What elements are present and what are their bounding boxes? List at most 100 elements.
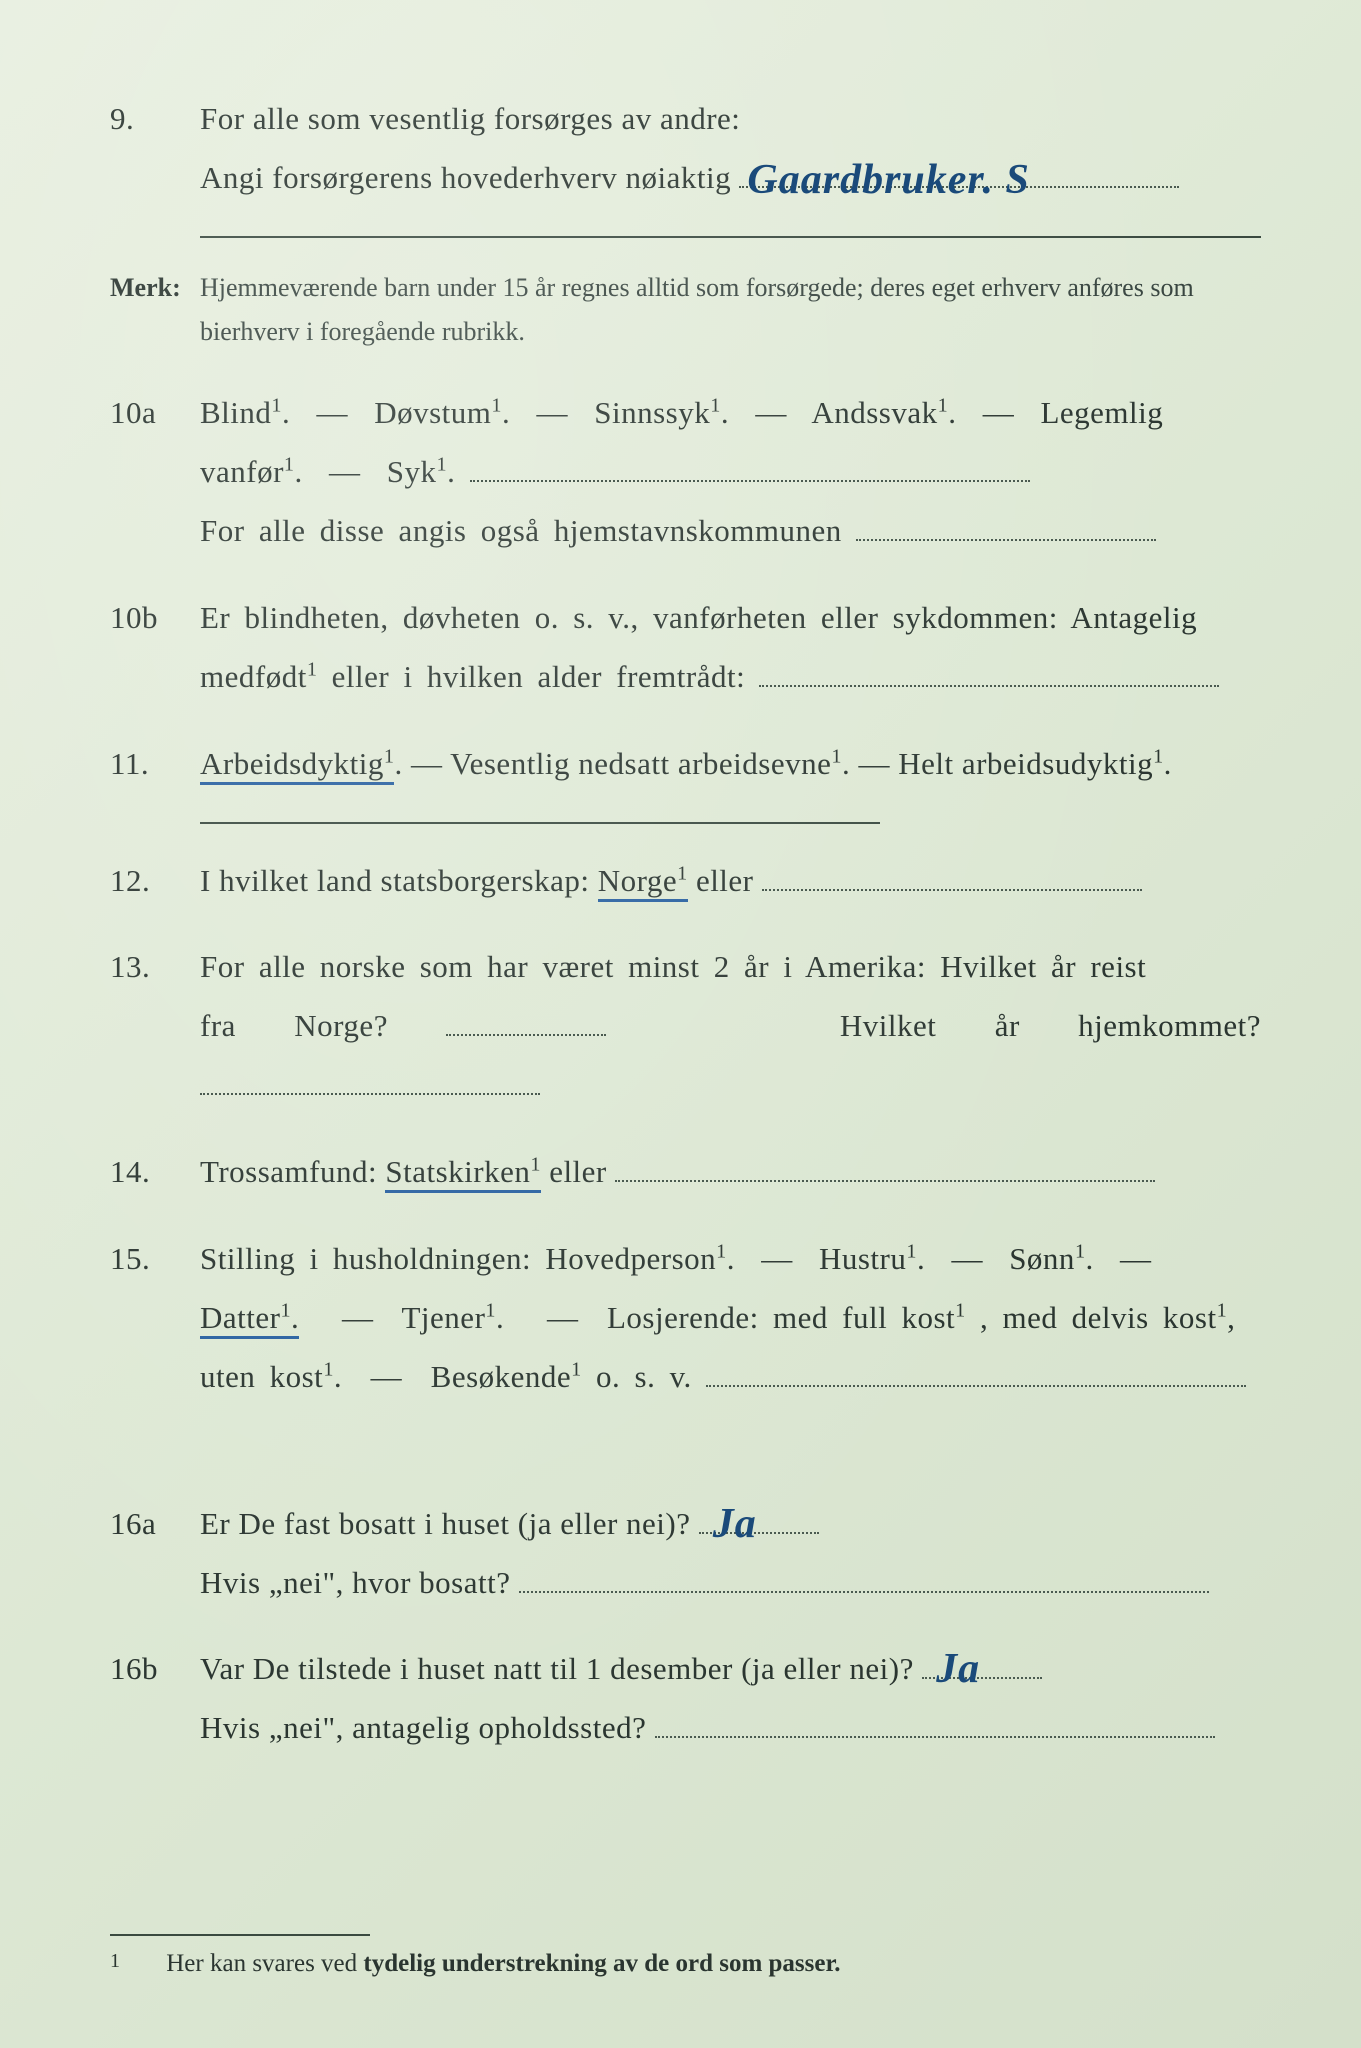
q14-other-line[interactable] <box>615 1151 1155 1182</box>
q10b-medfodt: medfødt1 <box>200 659 317 694</box>
opt-losjerende-a: Losjerende: med full kost1 <box>607 1300 966 1335</box>
question-9: 9. For alle som vesentlig forsørges av a… <box>110 90 1261 208</box>
q10b-line1: Er blindheten, døvheten o. s. v., vanfør… <box>200 589 1261 648</box>
note-merk: Merk: Hjemmeværende barn under 15 år reg… <box>110 266 1261 354</box>
q10b-answer-line[interactable] <box>759 656 1219 687</box>
opt-sonn: Sønn1. <box>1009 1241 1094 1276</box>
q12-number: 12. <box>110 852 200 911</box>
q13-fra-norge: fra Norge? <box>200 1008 388 1043</box>
q9-line2-prefix: Angi forsørgerens hovederhverv nøiaktig <box>200 160 731 195</box>
question-10b: 10b Er blindheten, døvheten o. s. v., va… <box>110 589 1261 707</box>
opt-udyktig: Helt arbeidsudyktig1. <box>898 746 1172 781</box>
q14-eller: eller <box>549 1154 607 1189</box>
question-16b: 16b Var De tilstede i huset natt til 1 d… <box>110 1640 1261 1758</box>
q10b-eller: eller i hvilken alder fremtrådt: <box>332 659 746 694</box>
opt-syk: Syk1. <box>387 454 456 489</box>
q10a-number: 10a <box>110 384 200 443</box>
opt-vanfor: vanfør1. <box>200 454 303 489</box>
q9-line1: For alle som vesentlig forsørges av andr… <box>200 90 1261 149</box>
q10a-options-line1: Blind1. — Døvstum1. — Sinnssyk1. — Andss… <box>200 384 1261 443</box>
opt-statskirken: Statskirken1 <box>385 1154 541 1193</box>
q9-handwritten-answer: Gaardbruker. S <box>747 141 1029 221</box>
footnote: 1 Her kan svares ved tydelig understrekn… <box>110 1950 1261 1978</box>
merk-label: Merk: <box>110 266 200 310</box>
q15-line3: uten kost1. — Besøkende1 o. s. v. <box>200 1348 1261 1407</box>
q16b-answer-line[interactable]: Ja <box>922 1648 1042 1679</box>
q12-eller: eller <box>696 863 754 898</box>
divider <box>200 236 1261 238</box>
q16b-handwritten-answer: Ja <box>936 1630 980 1710</box>
q10a-options-line2: vanfør1. — Syk1. <box>200 443 1261 502</box>
q12-other-line[interactable] <box>762 860 1142 891</box>
opt-blind: Blind1. <box>200 395 290 430</box>
q12-prefix: I hvilket land statsborgerskap: <box>200 863 598 898</box>
q13-line1: For alle norske som har været minst 2 år… <box>200 938 1261 997</box>
q16a-text: Er De fast bosatt i huset (ja eller nei)… <box>200 1506 690 1541</box>
q10b-number: 10b <box>110 589 200 648</box>
opt-hovedperson: Hovedperson1. <box>545 1241 735 1276</box>
divider-short <box>200 822 880 824</box>
opt-hustru: Hustru1. <box>819 1241 925 1276</box>
q16b-sub-text: Hvis „nei", antagelig opholdssted? <box>200 1710 646 1745</box>
q9-number: 9. <box>110 90 200 149</box>
q16b-subline: Hvis „nei", antagelig opholdssted? <box>200 1699 1261 1758</box>
opt-sinnssyk: Sinnssyk1. <box>594 395 729 430</box>
question-16a: 16a Er De fast bosatt i huset (ja eller … <box>110 1495 1261 1613</box>
q13-hjemkommet: Hvilket år hjemkommet? <box>840 1008 1261 1043</box>
opt-datter: Datter1. <box>200 1300 299 1339</box>
q15-other-line[interactable] <box>706 1356 1246 1387</box>
question-15: 15. Stilling i husholdningen: Hovedperso… <box>110 1230 1261 1407</box>
opt-legemlig-start: Legemlig <box>1040 395 1163 430</box>
q15-line2: Datter1. — Tjener1. — Losjerende: med fu… <box>200 1289 1261 1348</box>
footnote-number: 1 <box>110 1950 160 1973</box>
footnote-rule <box>110 1934 370 1936</box>
q15-number: 15. <box>110 1230 200 1289</box>
q10a-syk-line[interactable] <box>470 451 1030 482</box>
opt-losjerende-b: , med delvis kost1, <box>980 1300 1235 1335</box>
question-12: 12. I hvilket land statsborgerskap: Norg… <box>110 852 1261 911</box>
q13-year-return-line[interactable] <box>200 1064 540 1095</box>
merk-text: Hjemmeværende barn under 15 år regnes al… <box>200 266 1261 354</box>
q16a-answer-line[interactable]: Ja <box>699 1503 819 1534</box>
q16b-line1: Var De tilstede i huset natt til 1 desem… <box>200 1640 1261 1699</box>
q16a-number: 16a <box>110 1495 200 1554</box>
footnote-text: Her kan svares ved tydelig understreknin… <box>166 1950 840 1977</box>
opt-andssvak: Andssvak1. <box>811 395 956 430</box>
q15-prefix: Stilling i husholdningen: <box>200 1241 545 1276</box>
opt-uten-kost: uten kost1. <box>200 1359 342 1394</box>
question-14: 14. Trossamfund: Statskirken1 eller <box>110 1143 1261 1202</box>
q16a-bosatt-line[interactable] <box>519 1562 1209 1593</box>
census-form-page: 9. For alle som vesentlig forsørges av a… <box>0 0 1361 2048</box>
q14-prefix: Trossamfund: <box>200 1154 385 1189</box>
q10a-line3: For alle disse angis også hjemstavnskomm… <box>200 502 1261 561</box>
q11-number: 11. <box>110 735 200 794</box>
q16a-subline: Hvis „nei", hvor bosatt? <box>200 1554 1261 1613</box>
q13-line2: fra Norge? Hvilket år hjemkommet? <box>200 997 1261 1115</box>
q13-number: 13. <box>110 938 200 997</box>
q16a-line1: Er De fast bosatt i huset (ja eller nei)… <box>200 1495 1261 1554</box>
opt-arbeidsdyktig: Arbeidsdyktig1 <box>200 746 394 785</box>
q16b-ophold-line[interactable] <box>655 1707 1215 1738</box>
opt-tjener: Tjener1. <box>402 1300 505 1335</box>
q13-year-left-line[interactable] <box>446 1005 606 1036</box>
opt-nedsatt: Vesentlig nedsatt arbeidsevne1. <box>450 746 850 781</box>
question-11: 11. Arbeidsdyktig1. — Vesentlig nedsatt … <box>110 735 1261 794</box>
opt-besokende: Besøkende1 <box>431 1359 582 1394</box>
q15-line1: Stilling i husholdningen: Hovedperson1. … <box>200 1230 1261 1289</box>
opt-dovstum: Døvstum1. <box>374 395 510 430</box>
q14-number: 14. <box>110 1143 200 1202</box>
q9-line2: Angi forsørgerens hovederhverv nøiaktig … <box>200 149 1261 208</box>
q10b-line2: medfødt1 eller i hvilken alder fremtrådt… <box>200 648 1261 707</box>
q16b-text: Var De tilstede i huset natt til 1 desem… <box>200 1651 914 1686</box>
opt-norge: Norge1 <box>598 863 688 902</box>
q16b-number: 16b <box>110 1640 200 1699</box>
q10a-line3-text: For alle disse angis også hjemstavnskomm… <box>200 513 842 548</box>
q10a-kommune-line[interactable] <box>856 510 1156 541</box>
footnote-block: 1 Her kan svares ved tydelig understrekn… <box>110 1834 1261 1978</box>
q9-answer-line[interactable]: Gaardbruker. S <box>739 157 1179 188</box>
q16a-handwritten-answer: Ja <box>713 1485 757 1565</box>
q16a-sub-text: Hvis „nei", hvor bosatt? <box>200 1565 510 1600</box>
q15-osv: o. s. v. <box>596 1359 692 1394</box>
question-10a: 10a Blind1. — Døvstum1. — Sinnssyk1. — A… <box>110 384 1261 561</box>
question-13: 13. For alle norske som har været minst … <box>110 938 1261 1115</box>
